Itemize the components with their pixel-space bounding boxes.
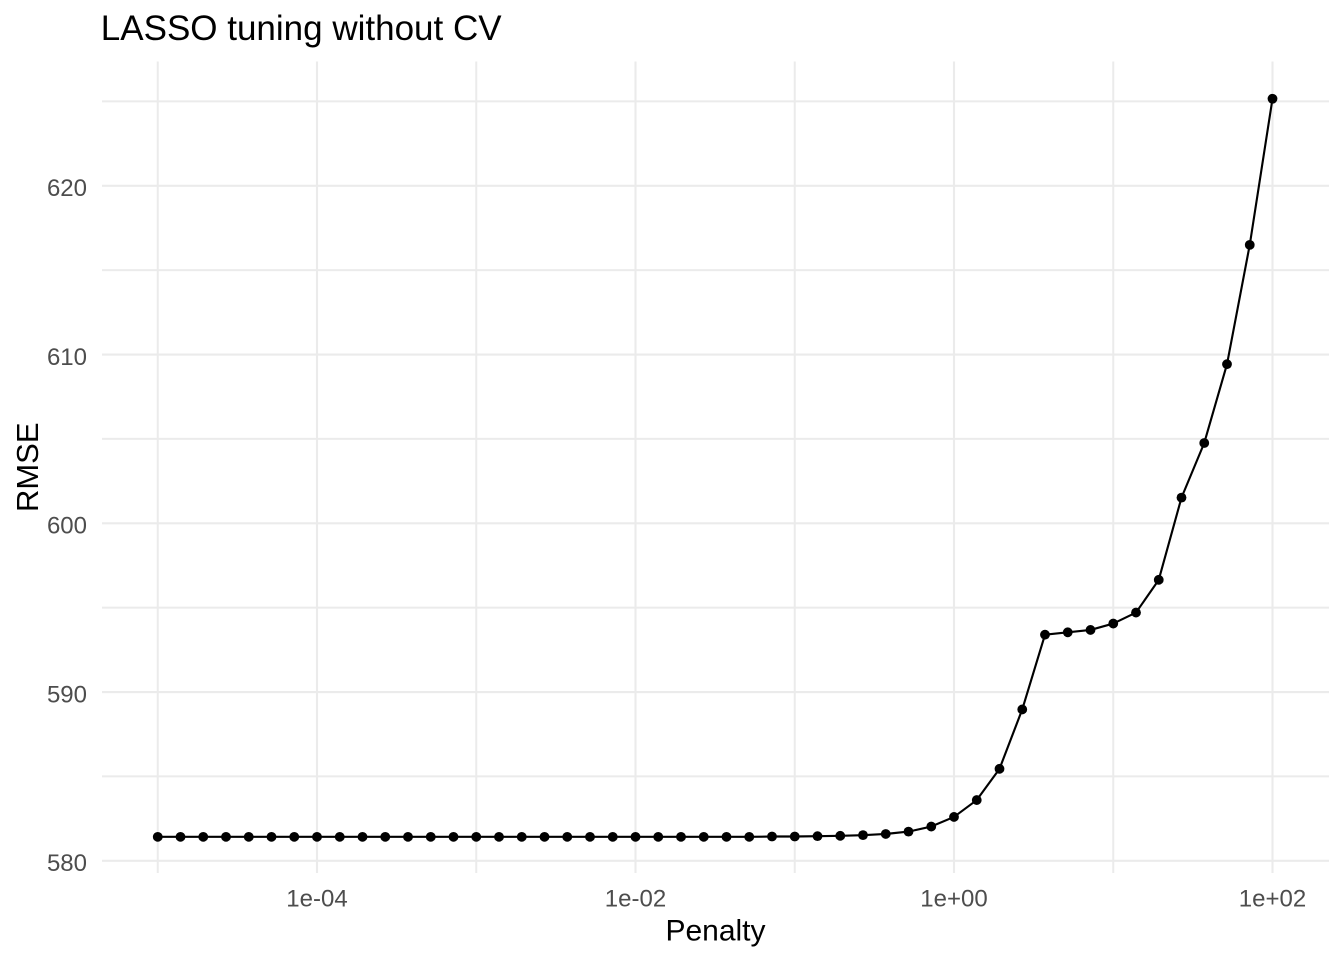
svg-text:RMSE: RMSE: [10, 422, 45, 512]
svg-text:1e-02: 1e-02: [605, 885, 666, 912]
svg-text:1e+02: 1e+02: [1239, 885, 1306, 912]
svg-text:Penalty: Penalty: [665, 915, 765, 948]
svg-text:580: 580: [47, 850, 87, 877]
svg-text:600: 600: [47, 513, 87, 540]
svg-text:1e+00: 1e+00: [920, 885, 987, 912]
svg-text:620: 620: [47, 175, 87, 202]
svg-text:590: 590: [47, 681, 87, 708]
svg-text:LASSO tuning without CV: LASSO tuning without CV: [101, 9, 502, 48]
svg-text:1e-04: 1e-04: [286, 885, 347, 912]
svg-text:610: 610: [47, 344, 87, 371]
